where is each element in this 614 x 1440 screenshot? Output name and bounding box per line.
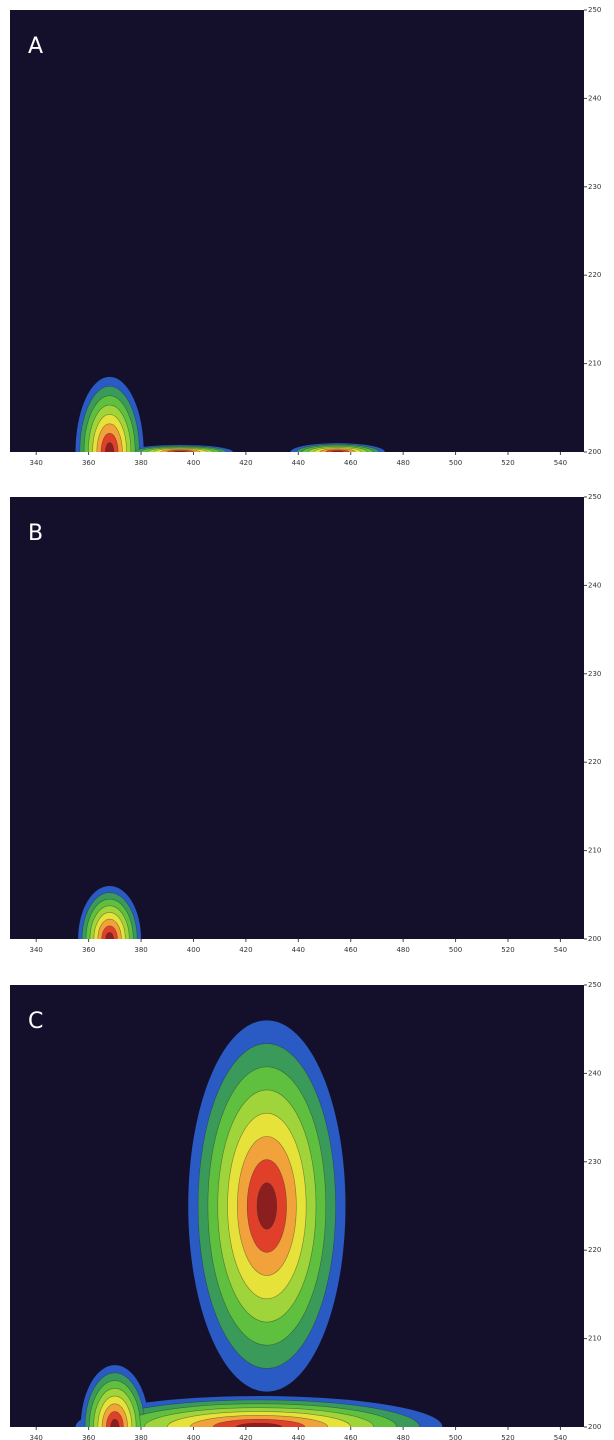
x-tick-label: 380 bbox=[134, 1434, 147, 1440]
y-tick-label: 250 bbox=[588, 493, 601, 501]
y-tick-label: 220 bbox=[588, 1246, 601, 1254]
y-tick-label: 240 bbox=[588, 581, 601, 589]
plot-area bbox=[78, 885, 142, 939]
panel-label: C bbox=[28, 1009, 43, 1034]
y-tick-label: 200 bbox=[588, 448, 601, 456]
x-tick-label: 520 bbox=[501, 946, 514, 954]
x-tick-label: 460 bbox=[344, 946, 357, 954]
contour-level bbox=[173, 450, 188, 452]
x-tick-label: 460 bbox=[344, 1434, 357, 1440]
x-tick-label: 400 bbox=[187, 459, 200, 467]
y-tick-label: 240 bbox=[588, 94, 601, 102]
y-tick-label: 210 bbox=[588, 360, 601, 368]
x-tick-label: 480 bbox=[396, 1434, 409, 1440]
x-tick-label: 400 bbox=[187, 946, 200, 954]
x-tick-label: 340 bbox=[30, 459, 43, 467]
x-tick-label: 400 bbox=[187, 1434, 200, 1440]
x-tick-label: 460 bbox=[344, 459, 357, 467]
y-tick-label: 230 bbox=[588, 1158, 601, 1166]
plot-area bbox=[75, 1020, 443, 1427]
contour-level bbox=[105, 932, 114, 939]
y-tick-label: 200 bbox=[588, 1423, 601, 1431]
panel: 340 360 380 400 420 440 460 480 500 520 540 200 210 2… bbox=[10, 6, 601, 467]
x-tick-label: 340 bbox=[30, 946, 43, 954]
panel: 340 360 380 400 420 440 460 480 500 520 540 200 210 2… bbox=[10, 493, 601, 954]
contour-level bbox=[105, 442, 115, 452]
y-tick-label: 230 bbox=[588, 670, 601, 678]
y-tick-label: 220 bbox=[588, 271, 601, 279]
x-tick-label: 380 bbox=[134, 946, 147, 954]
x-tick-label: 440 bbox=[292, 946, 305, 954]
y-tick-label: 200 bbox=[588, 935, 601, 943]
panel: 340 360 380 400 420 440 460 480 500 520 540 200 210 2… bbox=[10, 981, 601, 1440]
x-tick-label: 500 bbox=[449, 1434, 462, 1440]
y-tick-label: 240 bbox=[588, 1069, 601, 1077]
panel-label: B bbox=[28, 521, 43, 546]
x-tick-label: 540 bbox=[554, 459, 567, 467]
y-tick-label: 250 bbox=[588, 981, 601, 989]
x-tick-label: 380 bbox=[134, 459, 147, 467]
x-tick-label: 360 bbox=[82, 459, 95, 467]
x-tick-label: 420 bbox=[239, 1434, 252, 1440]
x-tick-label: 500 bbox=[449, 459, 462, 467]
y-tick-label: 210 bbox=[588, 847, 601, 855]
plot-background bbox=[10, 497, 584, 939]
x-tick-label: 360 bbox=[82, 1434, 95, 1440]
x-tick-label: 480 bbox=[396, 459, 409, 467]
y-tick-label: 250 bbox=[588, 6, 601, 14]
x-tick-label: 520 bbox=[501, 1434, 514, 1440]
y-tick-label: 210 bbox=[588, 1335, 601, 1343]
plot-area bbox=[75, 376, 385, 452]
contour-level bbox=[256, 1182, 277, 1230]
x-tick-label: 440 bbox=[292, 459, 305, 467]
x-tick-label: 520 bbox=[501, 459, 514, 467]
x-tick-label: 540 bbox=[554, 1434, 567, 1440]
x-tick-label: 540 bbox=[554, 946, 567, 954]
x-tick-label: 340 bbox=[30, 1434, 43, 1440]
x-tick-label: 440 bbox=[292, 1434, 305, 1440]
x-tick-label: 420 bbox=[239, 459, 252, 467]
x-tick-label: 480 bbox=[396, 946, 409, 954]
contour-level bbox=[110, 1418, 120, 1427]
contour-level bbox=[235, 1422, 283, 1427]
contour-level bbox=[331, 450, 344, 452]
y-tick-label: 220 bbox=[588, 758, 601, 766]
x-tick-label: 420 bbox=[239, 946, 252, 954]
y-tick-label: 230 bbox=[588, 183, 601, 191]
x-tick-label: 500 bbox=[449, 946, 462, 954]
panel-label: A bbox=[28, 34, 43, 59]
x-tick-label: 360 bbox=[82, 946, 95, 954]
